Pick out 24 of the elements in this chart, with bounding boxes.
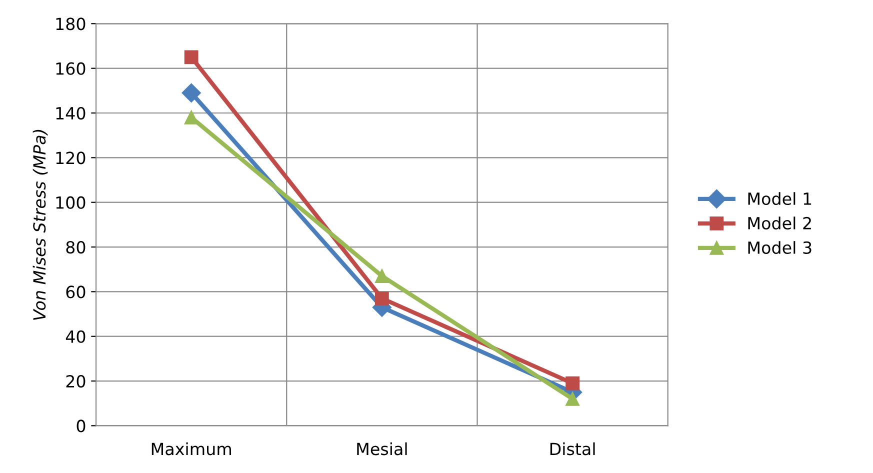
- y-tick-label: 100: [56, 196, 86, 209]
- x-tick-label: Mesial: [357, 442, 407, 456]
- x-tick-label: Maximum: [152, 442, 231, 456]
- y-tick-label: 180: [56, 18, 86, 30]
- legend-label: Model 2: [748, 216, 811, 230]
- point: [566, 376, 580, 390]
- y-tick-label: 0: [76, 420, 86, 432]
- point: [182, 83, 201, 102]
- y-tick-label: 40: [66, 330, 86, 343]
- point: [184, 110, 198, 124]
- point: [374, 291, 389, 306]
- x-tick-label: Distal: [550, 442, 595, 456]
- y-tick-label: 60: [66, 286, 86, 298]
- y-tick-label: 140: [56, 106, 86, 120]
- legend-label: Model 1: [748, 192, 812, 206]
- y-tick-label: 20: [66, 374, 86, 388]
- legend-label: Model 3: [748, 241, 812, 254]
- y-tick-label: 160: [56, 62, 86, 75]
- y-tick-label: 80: [66, 240, 86, 254]
- point: [184, 50, 198, 64]
- y-tick-label: 120: [56, 152, 86, 164]
- point: [374, 269, 389, 283]
- point: [566, 392, 580, 406]
- y-axis-title: Von Mises Stress (MPa): [32, 130, 48, 320]
